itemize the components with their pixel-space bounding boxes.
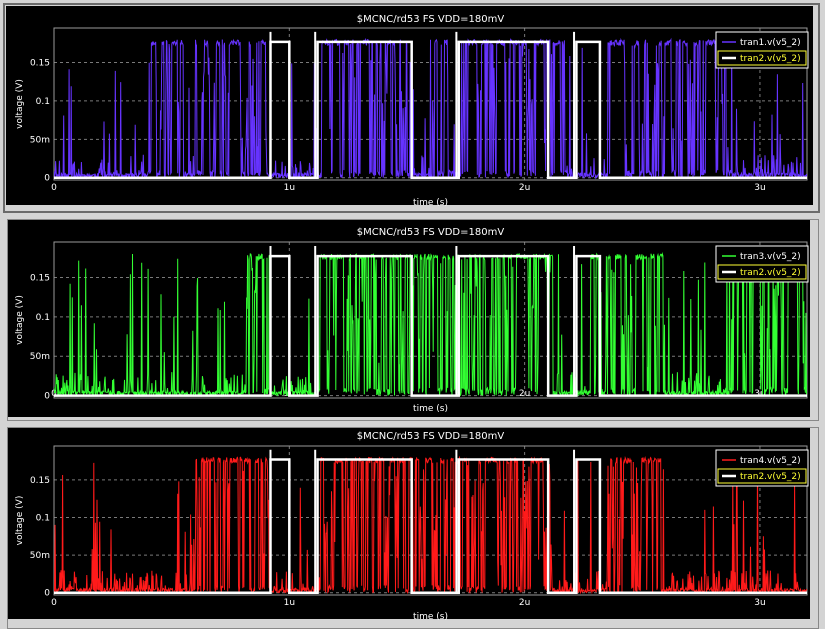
x-axis-label: time (s) xyxy=(413,198,448,208)
y-tick-label: 50m xyxy=(30,135,50,145)
y-tick-label: 0 xyxy=(44,589,50,599)
legend-entry[interactable]: tran2.v(v5_2) xyxy=(740,472,801,482)
y-tick-label: 0.15 xyxy=(30,476,50,486)
y-tick-label: 0 xyxy=(44,174,50,184)
legend-entry[interactable]: tran2.v(v5_2) xyxy=(740,268,801,278)
y-axis-label: voltage (V) xyxy=(15,295,25,345)
chart-title: $MCNC/rd53 FS VDD=180mV xyxy=(357,227,505,238)
chart-title: $MCNC/rd53 FS VDD=180mV xyxy=(357,431,505,442)
y-tick-label: 0 xyxy=(44,392,50,402)
legend-box xyxy=(715,31,809,69)
legend-box xyxy=(715,245,809,283)
x-tick-label: 3u xyxy=(754,183,765,193)
legend-entry[interactable]: tran2.v(v5_2) xyxy=(740,54,801,64)
y-tick-label: 50m xyxy=(30,551,50,561)
legend-highlight xyxy=(717,264,807,280)
x-axis-label: time (s) xyxy=(413,612,448,622)
y-tick-label: 0.1 xyxy=(36,97,50,107)
series-tran1-v-v5-2- xyxy=(54,37,807,180)
x-tick-label: 1u xyxy=(284,183,295,193)
x-tick-label: 0 xyxy=(51,598,57,608)
chart-panel-1[interactable]: $MCNC/rd53 FS VDD=180mV 0 50m 0.1 0.15 0 1u 2u 3… xyxy=(0,0,825,217)
x-tick-label: 2u xyxy=(519,183,530,193)
y-tick-label: 0.15 xyxy=(30,273,50,283)
legend-highlight xyxy=(717,50,807,66)
waveform-chart-1: $MCNC/rd53 FS VDD=180mV 0 50m 0.1 0.15 0 1u 2u 3… xyxy=(6,6,813,208)
y-tick-label: 0.15 xyxy=(30,59,50,69)
y-axis-label: voltage (V) xyxy=(15,496,25,546)
y-tick-label: 0.1 xyxy=(36,513,50,523)
y-axis-label: voltage (V) xyxy=(15,79,25,129)
x-axis-label: time (s) xyxy=(413,404,448,414)
series-reference-tran2 xyxy=(54,458,807,594)
plot-area-frame xyxy=(53,27,808,181)
series-tran4-v-v5-2- xyxy=(54,455,807,595)
plot-area-frame xyxy=(53,241,808,399)
legend-entry[interactable]: tran4.v(v5_2) xyxy=(740,456,801,466)
x-tick-label: 2u xyxy=(519,389,530,399)
waveform-chart-3: $MCNC/rd53 FS VDD=180mV 0 50m 0.1 0.15 0 1u 2u 3… xyxy=(8,428,810,622)
plot-area-frame xyxy=(53,445,808,596)
chart-panel-2[interactable]: $MCNC/rd53 FS VDD=180mV 0 50m 0.1 0.15 0 1u 2u 3… xyxy=(0,217,825,425)
legend-entry[interactable]: tran1.v(v5_2) xyxy=(740,38,801,48)
legend-entry[interactable]: tran3.v(v5_2) xyxy=(740,252,801,262)
x-tick-label: 1u xyxy=(284,598,295,608)
x-tick-label: 3u xyxy=(754,389,765,399)
series-reference-tran2 xyxy=(54,254,807,397)
y-tick-label: 0.1 xyxy=(36,313,50,323)
y-tick-label: 50m xyxy=(30,352,50,362)
legend-highlight xyxy=(717,468,807,484)
x-tick-label: 0 xyxy=(51,183,57,193)
series-reference-tran2 xyxy=(54,40,807,179)
chart-title: $MCNC/rd53 FS VDD=180mV xyxy=(357,14,505,25)
legend-box xyxy=(715,449,809,487)
x-tick-label: 2u xyxy=(519,598,530,608)
chart-panel-3[interactable]: $MCNC/rd53 FS VDD=180mV 0 50m 0.1 0.15 0 1u 2u 3… xyxy=(0,425,825,629)
series-tran3-v-v5-2- xyxy=(54,251,807,398)
x-tick-label: 3u xyxy=(754,598,765,608)
